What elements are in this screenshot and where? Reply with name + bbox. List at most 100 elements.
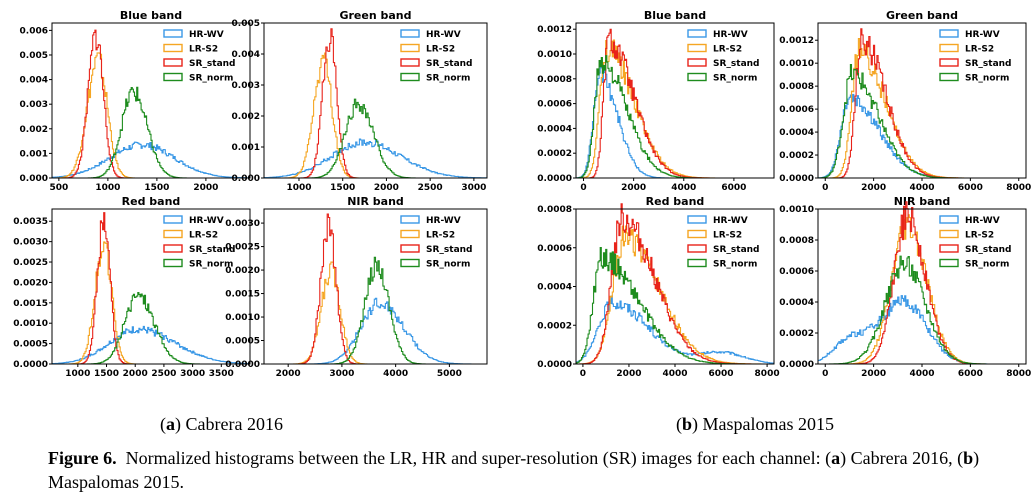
legend-label-lr-s2: LR-S2	[189, 231, 218, 241]
y-tick-label: 0.002	[232, 112, 260, 122]
legend-label-hr-wv: HR-WV	[965, 30, 1000, 40]
chart-panel-b-green-band: Green band 0 2000 4000 6000 8000 0.0000 0.0002 0…	[779, 9, 1031, 193]
x-tick-label: 1000	[95, 183, 120, 193]
chart-title: Red band	[122, 195, 181, 208]
legend-label-sr-stand: SR_stand	[965, 245, 1012, 255]
series-sr-norm-line	[264, 98, 487, 179]
x-tick-label: 2000	[861, 183, 886, 193]
legend-swatch-sr-norm	[400, 258, 420, 268]
x-tick-label: 5000	[437, 369, 462, 379]
x-tick-label: 2000	[123, 369, 148, 379]
y-tick-label: 0.0012	[779, 36, 814, 46]
legend: HR-WV LR-S2 SR_stand SR_norm	[939, 29, 1012, 84]
x-tick-label: 1500	[94, 369, 119, 379]
y-tick-label: 0.0006	[537, 100, 572, 110]
legend-swatch-sr-stand	[687, 244, 707, 253]
x-tick-label: 6000	[721, 183, 746, 193]
legend-label-sr-norm: SR_norm	[965, 260, 1009, 270]
x-tick-label: 2000	[621, 183, 646, 193]
legend-label-lr-s2: LR-S2	[426, 45, 455, 55]
y-tick-label: 0.003	[232, 81, 260, 91]
plot-frame	[51, 22, 251, 179]
legend-swatch-sr-norm	[939, 258, 959, 268]
x-tick-label: 6000	[958, 183, 983, 193]
x-tick-label: 3000	[461, 183, 486, 193]
chart-panel-a-red-band: Red band 1000 1500 2000 2500 3000 3500 0.0000 0.…	[13, 195, 251, 379]
x-tick-label: 500	[49, 183, 68, 193]
legend-swatch-sr-stand	[939, 58, 959, 67]
x-tick-label: 1500	[144, 183, 169, 193]
x-tick-label: 0	[580, 183, 586, 193]
series-hr-wv-line	[264, 138, 487, 179]
y-tick-label: 0.002	[20, 125, 48, 135]
legend-label-hr-wv: HR-WV	[189, 30, 224, 40]
legend-swatch-lr-s2	[687, 43, 707, 53]
x-tick-label: 2000	[374, 183, 399, 193]
legend-swatch-hr-wv	[400, 215, 420, 224]
y-tick-label: 0.0000	[537, 360, 572, 370]
y-tick-label: 0.004	[232, 50, 260, 60]
legend-swatch-sr-norm	[687, 72, 707, 82]
x-tick-label: 4000	[909, 369, 934, 379]
legend: HR-WV LR-S2 SR_stand SR_norm	[163, 29, 236, 84]
legend-swatch-sr-stand	[400, 58, 420, 67]
legend-label-hr-wv: HR-WV	[713, 30, 748, 40]
legend-label-sr-stand: SR_stand	[189, 245, 236, 255]
plot-frame	[575, 22, 775, 179]
x-tick-label: 8000	[1006, 183, 1031, 193]
chart-title: NIR band	[894, 195, 951, 208]
x-tick-label: 1000	[286, 183, 311, 193]
y-tick-label: 0.001	[232, 143, 260, 153]
y-tick-label: 0.0000	[13, 360, 48, 370]
x-tick-label: 6000	[958, 369, 983, 379]
x-tick-label: 8000	[1006, 369, 1031, 379]
legend-label-sr-norm: SR_norm	[189, 74, 233, 84]
y-tick-label: 0.0000	[779, 360, 814, 370]
x-tick-label: 4000	[671, 183, 696, 193]
subcaption-a: (a) Cabrera 2016	[160, 414, 283, 434]
y-tick-label: 0.000	[232, 174, 260, 184]
legend-swatch-sr-norm	[939, 72, 959, 82]
legend-label-lr-s2: LR-S2	[965, 45, 994, 55]
legend-label-lr-s2: LR-S2	[713, 231, 742, 241]
x-tick-label: 2000	[193, 183, 218, 193]
y-tick-label: 0.0004	[779, 298, 814, 308]
y-tick-label: 0.0015	[225, 290, 260, 300]
legend-swatch-sr-stand	[400, 244, 420, 253]
y-tick-label: 0.0010	[537, 50, 572, 60]
series-sr-stand-line	[818, 28, 1026, 179]
x-tick-label: 2000	[276, 369, 301, 379]
chart-panel-b-blue-band: Blue band 0 2000 4000 6000 0.0000 0.0002 0.0004…	[537, 9, 775, 193]
legend-label-lr-s2: LR-S2	[426, 231, 455, 241]
plot-frame	[263, 208, 488, 365]
x-tick-label: 4000	[383, 369, 408, 379]
legend-label-sr-norm: SR_norm	[426, 74, 470, 84]
x-tick-label: 2500	[151, 369, 176, 379]
plot-frame	[817, 22, 1027, 179]
legend: HR-WV LR-S2 SR_stand SR_norm	[400, 29, 473, 84]
series-sr-norm-line	[52, 86, 250, 179]
figure-canvas: Blue band 500 1000 1500 2000 0.000 0.001 0.002 0…	[13, 9, 1031, 379]
y-tick-label: 0.0002	[537, 149, 572, 159]
legend-swatch-lr-s2	[400, 229, 420, 239]
legend-label-hr-wv: HR-WV	[713, 216, 748, 226]
x-tick-label: 6000	[709, 369, 734, 379]
legend-swatch-sr-stand	[687, 58, 707, 67]
series-sr-stand-line	[52, 212, 250, 365]
legend-swatch-hr-wv	[687, 29, 707, 38]
series-sr-norm-line	[264, 256, 487, 365]
y-tick-label: 0.001	[20, 149, 48, 159]
y-tick-label: 0.0008	[779, 82, 814, 92]
x-tick-label: 0	[822, 183, 828, 193]
y-tick-label: 0.0010	[779, 59, 814, 69]
x-tick-label: 3000	[329, 369, 354, 379]
x-tick-label: 2000	[861, 369, 886, 379]
legend: HR-WV LR-S2 SR_stand SR_norm	[163, 215, 236, 270]
x-tick-label: 1000	[65, 369, 90, 379]
legend-swatch-lr-s2	[939, 229, 959, 239]
legend-swatch-sr-stand	[163, 244, 183, 253]
chart-title: Blue band	[644, 9, 706, 22]
legend-label-lr-s2: LR-S2	[965, 231, 994, 241]
y-tick-label: 0.0000	[537, 174, 572, 184]
x-tick-label: 0	[822, 369, 828, 379]
